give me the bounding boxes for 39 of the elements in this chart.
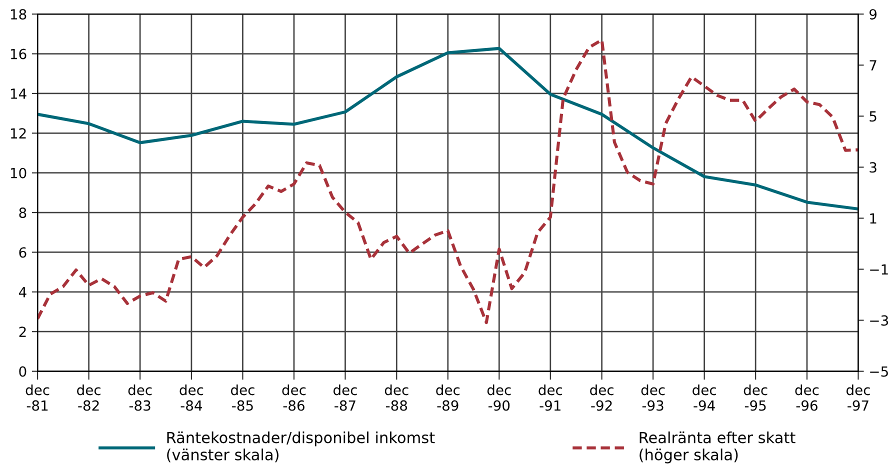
y2-tick-label: 7: [870, 60, 876, 70]
y2-tick-label: −5: [870, 366, 888, 377]
y2-tick-label: −1: [870, 264, 888, 275]
y-tick-label: 16: [10, 48, 26, 60]
legend-label: Realränta efter skatt (höger skala): [640, 431, 796, 464]
x-tick-label: dec -81: [26, 384, 50, 411]
x-tick-label: dec -95: [744, 384, 768, 411]
x-tick-label: dec -86: [282, 384, 306, 411]
x-tick-label: dec -84: [180, 384, 204, 411]
line-series: [38, 46, 858, 210]
x-tick-label: dec -83: [128, 384, 152, 411]
x-tick-label: dec -88: [384, 384, 408, 411]
y-tick-label: 12: [10, 128, 26, 138]
y2-tick-label: 3: [870, 162, 876, 173]
x-tick-label: dec -89: [436, 384, 460, 411]
y-tick-label: 2: [19, 326, 26, 337]
x-tick-label: dec -91: [538, 384, 562, 411]
x-tick-label: dec -96: [795, 384, 819, 411]
y2-tick-label: −3: [870, 315, 888, 326]
x-tick-label: dec -90: [487, 384, 511, 411]
y-tick-label: 14: [10, 88, 26, 99]
y-tick-label: 0: [19, 366, 26, 377]
x-tick-label: dec -94: [692, 384, 716, 411]
y-tick-label: 10: [10, 168, 26, 178]
legend-label: Räntekostnader/disponibel inkomst (vänster skala): [167, 431, 435, 462]
x-tick-label: dec -85: [230, 384, 254, 411]
y-tick-label: 6: [19, 247, 26, 258]
x-tick-label: dec -82: [77, 384, 100, 411]
y2-tick-label: 1: [870, 213, 876, 224]
y2-tick-label: 5: [870, 111, 876, 122]
x-tick-label: dec -93: [641, 384, 665, 411]
x-tick-label: dec -97: [846, 384, 870, 411]
y2-tick-label: 9: [870, 9, 877, 20]
x-tick-label: dec -92: [590, 384, 614, 411]
y-tick-label: 8: [19, 208, 26, 218]
y-tick-label: 4: [18, 287, 26, 298]
y-tick-label: 18: [10, 9, 26, 20]
line-series: [38, 38, 858, 324]
x-tick-label: dec -87: [334, 384, 357, 411]
